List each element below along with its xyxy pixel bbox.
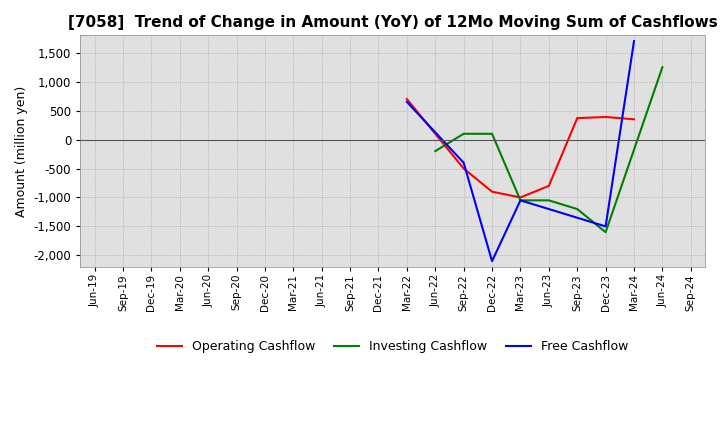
Title: [7058]  Trend of Change in Amount (YoY) of 12Mo Moving Sum of Cashflows: [7058] Trend of Change in Amount (YoY) o…: [68, 15, 718, 30]
Investing Cashflow: [516, 198, 525, 203]
Operating Cashflow: [487, 189, 496, 194]
Operating Cashflow: [516, 195, 525, 200]
Operating Cashflow: [630, 117, 639, 122]
Line: Operating Cashflow: Operating Cashflow: [407, 99, 634, 198]
Operating Cashflow: [573, 115, 582, 121]
Investing Cashflow: [544, 198, 553, 203]
Investing Cashflow: [601, 230, 610, 235]
Investing Cashflow: [487, 131, 496, 136]
Operating Cashflow: [459, 166, 468, 171]
Investing Cashflow: [431, 149, 440, 154]
Line: Investing Cashflow: Investing Cashflow: [436, 67, 662, 232]
Free Cashflow: [516, 198, 525, 203]
Operating Cashflow: [402, 96, 411, 102]
Investing Cashflow: [573, 206, 582, 212]
Operating Cashflow: [601, 114, 610, 120]
Free Cashflow: [402, 99, 411, 105]
Line: Free Cashflow: Free Cashflow: [407, 41, 634, 261]
Free Cashflow: [601, 224, 610, 229]
Free Cashflow: [459, 160, 468, 165]
Operating Cashflow: [544, 183, 553, 188]
Legend: Operating Cashflow, Investing Cashflow, Free Cashflow: Operating Cashflow, Investing Cashflow, …: [152, 335, 634, 358]
Free Cashflow: [630, 38, 639, 44]
Y-axis label: Amount (million yen): Amount (million yen): [15, 85, 28, 217]
Investing Cashflow: [658, 65, 667, 70]
Investing Cashflow: [459, 131, 468, 136]
Free Cashflow: [487, 259, 496, 264]
